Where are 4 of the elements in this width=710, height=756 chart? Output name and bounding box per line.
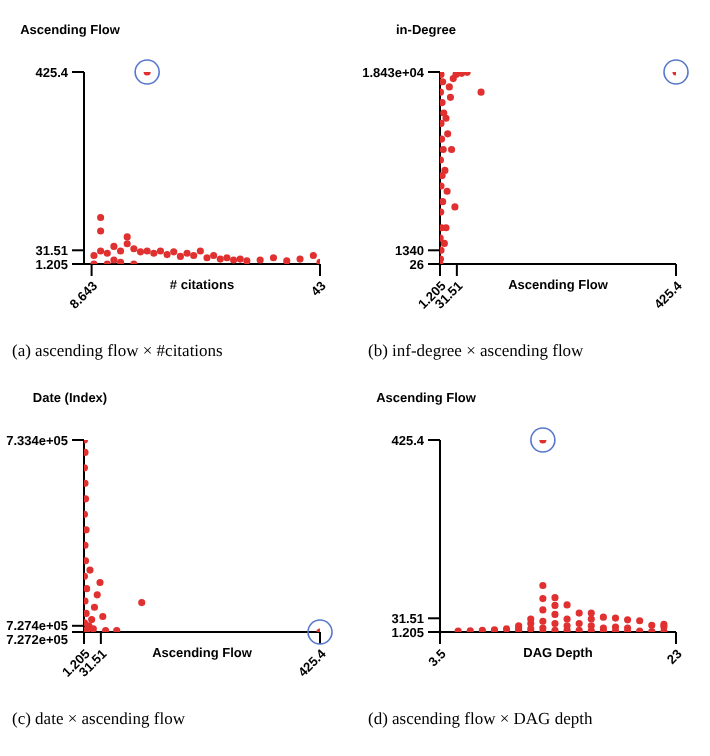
text: (b) inf-degree × ascending flow <box>366 340 586 360</box>
text: (a) ascending flow × #citations <box>10 340 225 360</box>
text: (d) ascending flow × DAG depth <box>366 708 595 728</box>
text: (c) date × ascending flow <box>10 708 187 728</box>
